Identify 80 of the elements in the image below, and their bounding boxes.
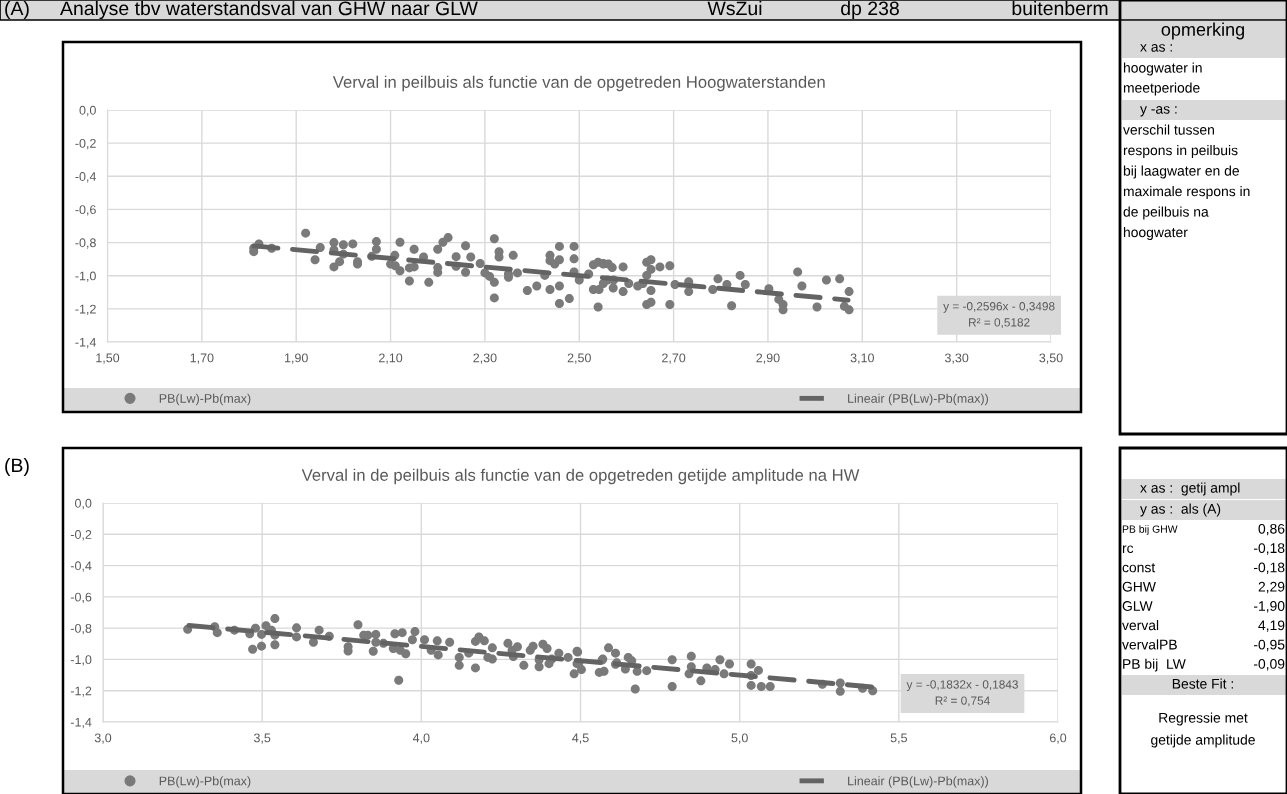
x-tick-label: 3,0 — [94, 733, 112, 744]
text: rc — [1122, 545, 1134, 554]
legend-label: PB(Lw)-Pb(max) — [159, 393, 251, 406]
text: bij laagwater en de — [1123, 165, 1239, 179]
annotation: y = -0,2596x - 0,3498 R² = 0,5182 — [943, 302, 1055, 328]
y-tick-label: -1,4 — [75, 337, 97, 349]
text: getijde amplitude — [1151, 734, 1255, 748]
legend-label: PB(Lw)-Pb(max) — [159, 776, 251, 788]
text: Analyse tbv waterstandsval van GHW naar GLW — [60, 0, 478, 20]
text: verschil tussen — [1123, 124, 1214, 135]
x-tick-label: 1,90 — [284, 353, 308, 364]
chart-title: Verval in de peilbuis als functie van de opgetreden getijde amplitude na HW — [301, 468, 860, 485]
text: PB bij GHW — [1122, 525, 1178, 535]
x-tick-label: 5,5 — [890, 733, 907, 744]
y-tick-label: -1,0 — [75, 271, 96, 282]
text: x as : getij ampl — [1140, 482, 1240, 496]
text: GHW — [1122, 581, 1156, 592]
y-tick-label: -0,2 — [70, 530, 92, 541]
x-tick-label: 2,30 — [473, 353, 497, 364]
text: hoogwater — [1123, 227, 1188, 240]
text: y as : als (A) — [1140, 503, 1221, 517]
legend-label: Lineair (PB(Lw)-Pb(max)) — [848, 393, 988, 406]
x-tick-label: 4,5 — [572, 733, 589, 744]
text: 4,19 — [1258, 620, 1285, 632]
x-tick-label: 5,0 — [731, 733, 748, 744]
text: 2,29 — [1258, 581, 1285, 594]
y-tick-label: -0,4 — [75, 172, 97, 183]
text: dp 238 — [841, 0, 899, 20]
x-tick-label: 3,50 — [1039, 353, 1063, 364]
text: hoogwater in — [1123, 62, 1202, 76]
y-tick-label: -1,4 — [70, 717, 92, 729]
text: -0,18 — [1253, 562, 1285, 574]
text: (A) — [5, 0, 29, 20]
x-tick-label: 3,5 — [253, 733, 271, 744]
x-tick-label: 1,50 — [96, 353, 120, 364]
y-tick-label: -0,6 — [75, 205, 96, 216]
y-tick-label: 0,0 — [79, 105, 96, 117]
text: 0,86 — [1258, 523, 1285, 536]
y-tick-label: 0,0 — [75, 498, 92, 510]
text: -0,09 — [1253, 658, 1285, 671]
text: (B) — [5, 457, 29, 477]
x-tick-label: 1,70 — [190, 353, 214, 364]
x-tick-label: 2,90 — [756, 353, 780, 364]
y-tick-label: -1,2 — [70, 686, 92, 697]
text: de peilbuis na — [1123, 206, 1209, 220]
text: PB bij LW — [1123, 658, 1186, 672]
x-tick-label: 4,0 — [412, 733, 430, 744]
chart-title: Verval in peilbuis als functie van de opgetreden Hoogwaterstanden — [332, 75, 825, 92]
y-tick-label: -0,2 — [75, 138, 96, 150]
text: buitenberm — [1012, 0, 1108, 16]
legend-label: Lineair (PB(Lw)-Pb(max)) — [848, 776, 988, 788]
text: verval — [1122, 620, 1159, 631]
y-tick-label: -1,2 — [75, 304, 96, 315]
y-tick-label: -1,0 — [70, 655, 92, 666]
y-tick-label: -0,4 — [70, 561, 92, 572]
text: respons in peilbuis — [1123, 145, 1238, 158]
x-tick-label: 2,50 — [567, 353, 591, 364]
text: const — [1122, 563, 1156, 573]
x-tick-label: 6,0 — [1049, 733, 1067, 744]
text: y -as : — [1140, 106, 1177, 117]
x-tick-label: 2,70 — [662, 353, 686, 364]
text: opmerking — [1161, 22, 1244, 40]
text: -0,95 — [1253, 639, 1285, 652]
text: -0,18 — [1253, 543, 1285, 555]
x-tick-label: 3,30 — [944, 353, 969, 364]
text: maximale respons in — [1123, 186, 1250, 199]
y-tick-label: -0,6 — [70, 592, 92, 603]
text: Beste Fit : — [1172, 678, 1233, 689]
text: Regressie met — [1159, 712, 1248, 726]
x-tick-label: 3,10 — [850, 353, 874, 364]
text: WsZui — [707, 0, 762, 16]
text: vervalPB — [1122, 639, 1177, 650]
text: meetperiode — [1123, 82, 1200, 96]
text: GLW — [1122, 601, 1153, 611]
text: -1,90 — [1253, 601, 1285, 613]
x-tick-label: 2,10 — [379, 353, 403, 364]
annotation: y = -0,1832x - 0,1843 R² = 0,754 — [906, 680, 1018, 707]
text: x as : — [1140, 44, 1172, 52]
y-tick-label: -0,8 — [70, 623, 92, 635]
y-tick-label: -0,8 — [75, 238, 96, 249]
